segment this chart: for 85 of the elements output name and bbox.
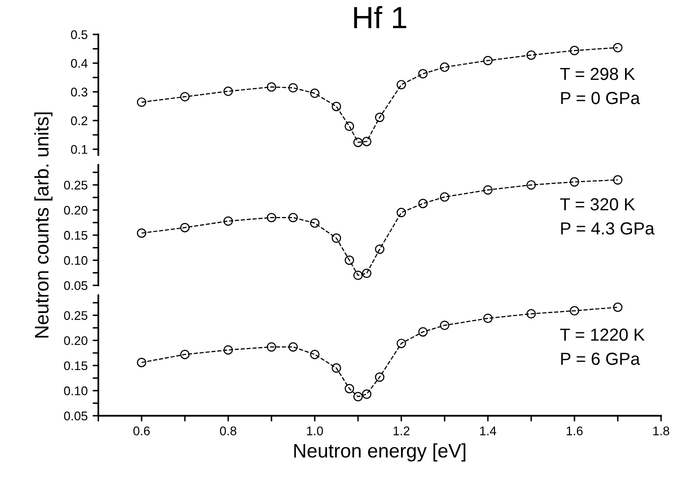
x-tick-label: 1.4 [480, 426, 496, 436]
annotation: P = 6 GPa [561, 352, 640, 365]
annotation: P = 0 GPa [561, 92, 640, 104]
y-tick-label: 0.20 [64, 206, 88, 215]
point [613, 175, 622, 185]
point [332, 102, 342, 112]
point [374, 372, 384, 382]
point [570, 46, 580, 56]
point [223, 345, 233, 355]
point [180, 92, 190, 102]
point [396, 338, 406, 348]
point [440, 62, 450, 72]
y-tick-label: 0.25 [64, 180, 88, 190]
point [526, 180, 536, 190]
point [266, 82, 276, 92]
y-tick-label: 0.05 [64, 412, 88, 420]
point [613, 42, 622, 52]
point [362, 268, 372, 278]
y-tick-label: 0.20 [64, 336, 88, 346]
point [353, 270, 363, 280]
annotation: T = 320 K [560, 198, 636, 210]
point [418, 327, 428, 337]
y-tick-label: 0.15 [64, 230, 88, 240]
y-tick-label: 0.15 [64, 361, 88, 370]
y-tick-label: 0.5 [71, 30, 88, 40]
point [310, 350, 320, 360]
point [570, 177, 580, 187]
y-tick-label: 0.10 [64, 256, 88, 265]
y-axis-title: Neutron counts [arb. units] [34, 112, 52, 338]
point [288, 342, 298, 352]
point [570, 306, 580, 316]
y-tick-label: 0.1 [71, 145, 88, 154]
point [136, 228, 146, 238]
point [362, 136, 372, 146]
x-tick-label: 1.8 [653, 426, 670, 436]
point [418, 198, 428, 208]
point [344, 384, 354, 394]
point [396, 208, 406, 218]
point [332, 363, 342, 373]
x-axis-title: Neutron energy [eV] [294, 443, 466, 462]
x-tick-label: 1.0 [307, 426, 323, 436]
point [353, 138, 363, 148]
point [374, 244, 384, 254]
annotation: T = 298 K [560, 68, 636, 80]
point [613, 302, 622, 312]
point [396, 80, 406, 90]
y-tick-label: 0.05 [64, 281, 88, 290]
point [332, 233, 342, 243]
point [266, 342, 276, 352]
point [344, 256, 354, 265]
point [288, 212, 298, 222]
point [266, 212, 276, 222]
point [483, 185, 493, 195]
y-tick-label: 0.3 [71, 88, 88, 96]
point [310, 88, 320, 98]
point [440, 320, 450, 330]
x-tick-label: 0.6 [133, 426, 150, 436]
y-tick-label: 0.25 [64, 311, 88, 320]
annotation: P = 4.3 GPa [561, 222, 655, 235]
annotation: T = 1220 K [560, 328, 645, 341]
point [310, 218, 320, 228]
point [136, 97, 146, 107]
x-tick-label: 1.6 [566, 426, 583, 436]
point [288, 83, 298, 93]
point [418, 69, 428, 78]
point [526, 309, 536, 319]
point [483, 314, 493, 324]
point [223, 216, 233, 226]
point [353, 392, 363, 402]
point [374, 112, 384, 122]
y-tick-label: 0.10 [64, 386, 88, 396]
point [440, 192, 450, 202]
x-tick-label: 1.2 [394, 426, 410, 436]
point [344, 122, 354, 131]
point [180, 350, 190, 360]
chart-title: Hf 1 [354, 6, 406, 28]
y-tick-label: 0.2 [71, 116, 88, 126]
point [180, 222, 190, 232]
point [362, 389, 372, 399]
x-tick-label: 0.8 [220, 426, 236, 436]
point [136, 358, 146, 368]
y-tick-label: 0.4 [71, 58, 88, 68]
point [223, 86, 233, 96]
point [526, 50, 536, 60]
point [483, 56, 493, 66]
